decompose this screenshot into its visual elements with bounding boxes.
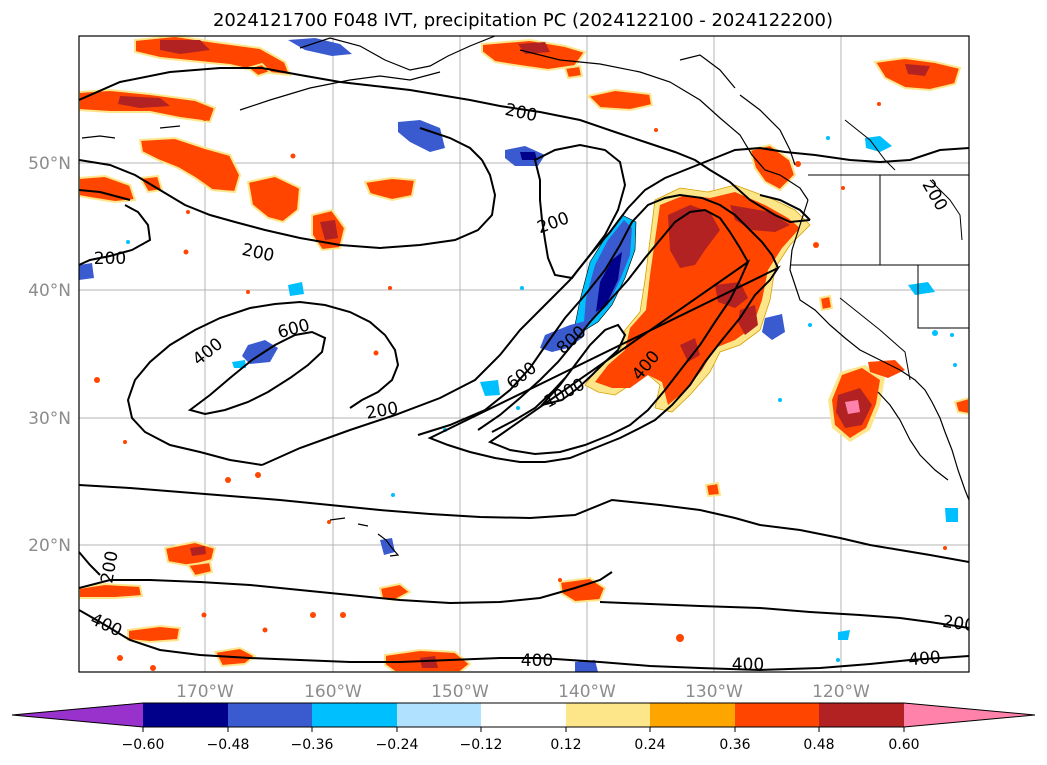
- colorbar: −0.60 −0.48 −0.36 −0.24 −0.12 0.12 0.24 …: [11, 702, 1036, 753]
- colorbar-segment: [566, 703, 650, 727]
- contour-label: 200: [941, 612, 976, 636]
- colorbar-segment: [735, 703, 819, 727]
- contour-label: 400: [732, 655, 764, 675]
- contour-label: 200: [94, 249, 126, 269]
- contour-label: 400: [521, 651, 553, 671]
- lon-tick-label: 170°W: [176, 682, 234, 702]
- lat-tick-label: 20°N: [28, 536, 71, 556]
- colorbar-segment: [312, 703, 397, 727]
- lon-tick-label: 150°W: [431, 682, 489, 702]
- colorbar-tick-label: 0.24: [634, 737, 665, 753]
- map-frame: [78, 35, 970, 673]
- lon-tick-label: 160°W: [304, 682, 362, 702]
- precip-patch-cores: [118, 40, 930, 668]
- colorbar-segment: [143, 703, 228, 727]
- colorbar-tick-label: −0.12: [460, 737, 503, 753]
- lat-tick-label: 40°N: [28, 281, 71, 301]
- colorbar-segment: [650, 703, 735, 727]
- colorbar-segment: [481, 703, 566, 727]
- precip-patch-main-band: [584, 184, 811, 413]
- ivt-contours: [79, 67, 969, 672]
- colorbar-tick-label: −0.36: [291, 737, 334, 753]
- political-borders: [790, 119, 969, 381]
- colorbar-tick-label: −0.48: [207, 737, 250, 753]
- lon-tick-label: 120°W: [812, 682, 870, 702]
- colorbar-ticks: [142, 727, 905, 732]
- colorbar-tick-label: −0.60: [122, 737, 165, 753]
- precip-patch-baja: [828, 360, 905, 442]
- coastlines: [81, 36, 969, 557]
- colorbar-extend-high: [904, 703, 1035, 727]
- map-background: [79, 36, 969, 672]
- lon-tick-label: 130°W: [685, 682, 743, 702]
- colorbar-segment: [819, 703, 904, 727]
- map-panel: 200 200 200 200 200 200 200 200 400 400 …: [28, 35, 976, 702]
- colorbar-tick-label: −0.24: [376, 737, 419, 753]
- colorbar-tick-label: 0.60: [888, 737, 919, 753]
- latitude-tick-labels: 50°N 40°N 30°N 20°N: [28, 154, 71, 556]
- colorbar-tick-label: 0.12: [550, 737, 581, 753]
- colorbar-tick-label: 0.36: [719, 737, 750, 753]
- figure-title: 2024121700 F048 IVT, precipitation PC (2…: [213, 10, 833, 31]
- colorbar-tick-label: 0.48: [803, 737, 834, 753]
- lat-tick-label: 50°N: [28, 154, 71, 174]
- lon-tick-label: 140°W: [558, 682, 616, 702]
- colorbar-segment: [228, 703, 312, 727]
- lat-tick-label: 30°N: [28, 409, 71, 429]
- colorbar-extend-low: [12, 703, 143, 727]
- colorbar-segment: [397, 703, 481, 727]
- precip-dots-positive: [94, 102, 947, 671]
- contour-label: 400: [908, 648, 942, 671]
- precip-positive-patches: [79, 36, 969, 672]
- longitude-tick-labels: 170°W 160°W 150°W 140°W 130°W 120°W: [176, 682, 870, 702]
